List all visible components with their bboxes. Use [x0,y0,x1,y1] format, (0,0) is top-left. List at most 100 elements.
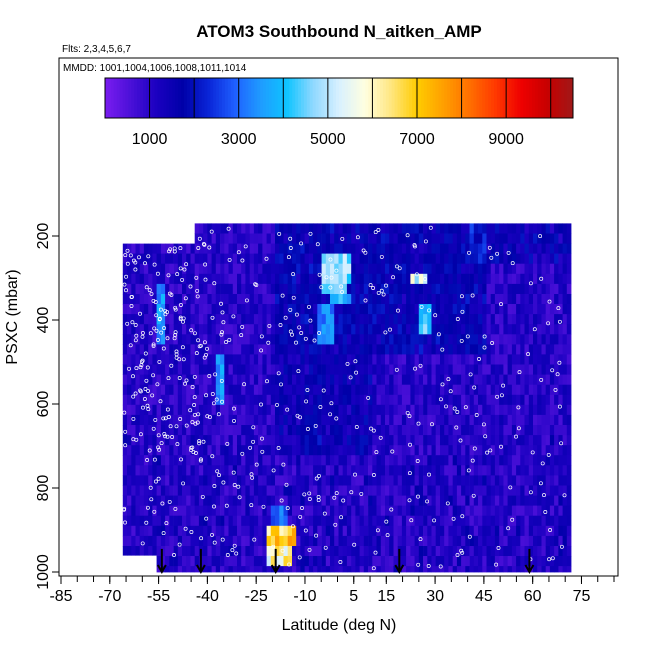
heatmap-cell [334,495,339,507]
heatmap-cell [317,354,322,365]
sample-point [440,347,445,352]
heatmap-cell [165,495,170,507]
heatmap-cell [292,505,297,517]
sample-point [236,250,241,255]
heatmap-cell [516,314,521,325]
heatmap-cell [203,525,208,537]
sample-point [189,530,194,534]
heatmap-cell [182,273,187,285]
heatmap-cell [410,263,415,275]
heatmap-cell [511,253,517,265]
heatmap-cell [270,233,276,244]
heatmap-cell [245,546,250,557]
sample-point [290,332,294,337]
heatmap-cell [266,374,272,386]
heatmap-cell [228,475,234,486]
heatmap-cell [359,233,365,244]
heatmap-cell [232,556,238,567]
heatmap-cell [368,364,373,375]
sample-point [163,416,168,421]
heatmap-cell [296,294,301,305]
heatmap-cell [452,344,458,355]
heatmap-cell [473,414,479,426]
heatmap-cell [135,243,141,255]
heatmap-cell [520,283,525,295]
heatmap-cell [338,334,344,345]
heatmap-cell [245,374,250,386]
colorbar-segment [175,78,179,118]
heatmap-cell [486,556,492,567]
heatmap-cell [313,364,318,375]
heatmap-cell [131,273,136,285]
heatmap-cell [308,294,314,305]
sample-point [467,250,471,255]
heatmap-cell [165,556,170,567]
heatmap-cell [296,233,301,244]
heatmap-cell [545,525,551,537]
heatmap-cell [562,566,568,573]
heatmap-cell [401,304,407,315]
heatmap-cell [207,354,212,365]
heatmap-cell [194,495,200,507]
heatmap-cell [308,354,314,365]
sample-point [138,432,143,437]
sample-point [174,349,179,354]
heatmap-cell [186,394,191,406]
heatmap-cell [160,384,166,396]
heatmap-cell [359,566,365,573]
heatmap-cell [524,414,530,426]
heatmap-cell [266,465,272,476]
heatmap-cell [275,556,280,567]
heatmap-cell [456,354,462,365]
heatmap-cell [533,535,538,547]
heatmap-cell [469,425,475,436]
colorbar-segment [540,78,545,118]
heatmap-cell [241,364,246,375]
heatmap-cell [537,414,542,426]
heatmap-cell [194,475,200,486]
heatmap-cell [368,556,373,567]
heatmap-cell [435,414,441,426]
heatmap-cell [461,314,466,325]
sample-point [445,501,450,506]
colorbar-segment [458,78,463,118]
heatmap-cell [313,223,318,234]
heatmap-cell [304,546,310,557]
heatmap-cell [300,404,305,416]
heatmap-cell [541,445,547,456]
sample-point [329,275,334,280]
sample-point [559,441,564,446]
heatmap-cell [300,465,305,476]
heatmap-cell [431,223,437,234]
heatmap-cell [300,425,305,436]
heatmap-cell [131,283,136,295]
heatmap-cell [203,384,208,396]
heatmap-cell [241,566,246,573]
heatmap-cell [528,273,534,285]
heatmap-cell [503,364,508,375]
heatmap-cell [418,283,424,295]
heatmap-cell [355,435,360,446]
heatmap-cell [131,465,136,476]
heatmap-cell [490,273,496,285]
heatmap-cell [465,314,470,325]
heatmap-cell [355,556,360,567]
heatmap-cell [148,354,153,365]
sample-point [145,403,150,408]
heatmap-cell [228,354,234,365]
heatmap-cell [131,505,136,517]
sample-point [122,282,127,287]
heatmap-cell [338,546,344,557]
colorbar-segment [476,78,480,118]
heatmap-cell [186,314,191,325]
heatmap-cell [473,485,479,496]
sample-point [203,262,208,267]
heatmap-cell [232,263,238,275]
heatmap-cell [143,425,149,436]
heatmap-cell [249,283,255,295]
heatmap-cell [177,354,183,365]
heatmap-cell [524,455,530,466]
heatmap-cell [372,294,377,305]
heatmap-cell [194,485,200,496]
heatmap-cell [541,294,547,305]
